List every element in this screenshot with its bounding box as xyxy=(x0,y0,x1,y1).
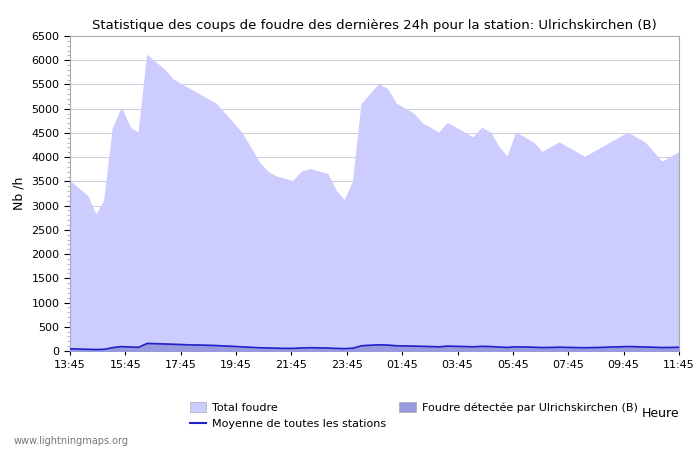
Legend: Total foudre, Moyenne de toutes les stations, Foudre détectée par Ulrichskirchen: Total foudre, Moyenne de toutes les stat… xyxy=(186,397,642,433)
Y-axis label: Nb /h: Nb /h xyxy=(13,177,26,210)
Text: www.lightningmaps.org: www.lightningmaps.org xyxy=(14,436,129,446)
Title: Statistique des coups de foudre des dernières 24h pour la station: Ulrichskirche: Statistique des coups de foudre des dern… xyxy=(92,19,657,32)
Text: Heure: Heure xyxy=(641,407,679,420)
